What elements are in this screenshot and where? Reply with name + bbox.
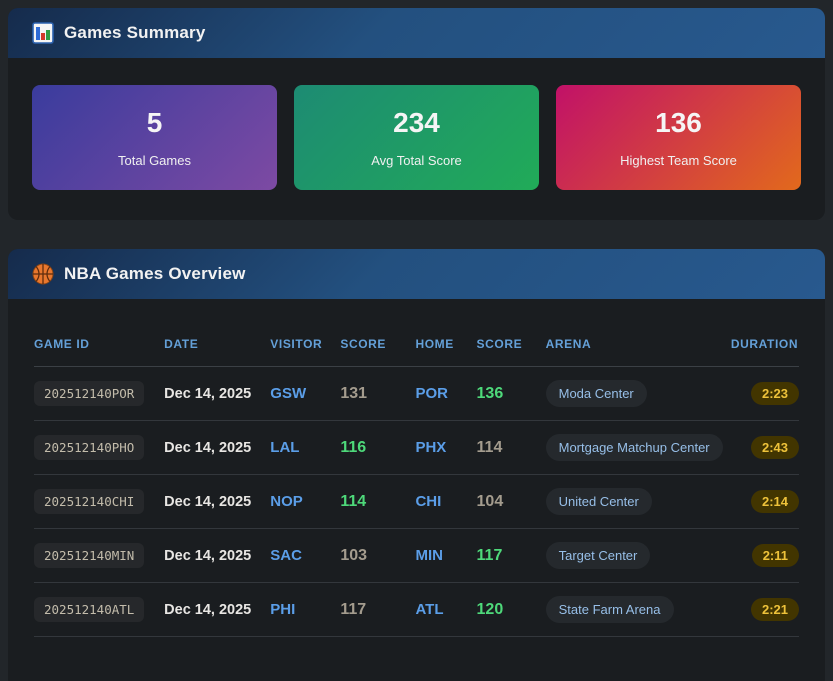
- visitor-team: NOP: [270, 474, 341, 529]
- games-table: GAME ID DATE VISITOR SCORE HOME SCORE AR…: [34, 323, 799, 637]
- column-header-date: DATE: [164, 323, 271, 367]
- table-header-row: GAME ID DATE VISITOR SCORE HOME SCORE AR…: [34, 323, 799, 367]
- visitor-team: SAC: [270, 528, 341, 583]
- visitor-score: 114: [340, 474, 416, 529]
- visitor-team: PHI: [270, 582, 341, 637]
- stat-card: 234 Avg Total Score: [294, 85, 539, 190]
- arena-badge: United Center: [545, 488, 652, 515]
- table-row: 202512140POR Dec 14, 2025 GSW 131 POR 13…: [34, 366, 799, 421]
- nba-games-panel: NBA Games Overview GAME ID DATE VISITOR …: [8, 249, 825, 681]
- home-team: POR: [415, 366, 477, 421]
- stat-card: 5 Total Games: [32, 85, 277, 190]
- arena-badge: State Farm Arena: [545, 596, 674, 623]
- home-score: 114: [476, 420, 546, 475]
- column-header-game-id: GAME ID: [34, 323, 165, 367]
- column-header-visitor: VISITOR: [270, 323, 341, 367]
- stat-value: 234: [393, 107, 440, 138]
- column-header-visitor-score: SCORE: [340, 323, 416, 367]
- visitor-score: 131: [340, 366, 416, 421]
- stat-label: Total Games: [118, 153, 191, 168]
- visitor-team: GSW: [270, 366, 341, 421]
- stat-label: Avg Total Score: [371, 153, 462, 168]
- stats-row: 5 Total Games 234 Avg Total Score 136 Hi…: [8, 58, 825, 220]
- game-id-badge: 202512140PHO: [34, 435, 145, 460]
- home-team: PHX: [415, 420, 477, 475]
- column-header-home: HOME: [415, 323, 477, 367]
- duration-badge: 2:21: [750, 598, 799, 621]
- game-id-badge: 202512140CHI: [34, 489, 145, 514]
- stat-value: 5: [146, 107, 163, 138]
- home-team: CHI: [415, 474, 477, 529]
- table-row: 202512140PHO Dec 14, 2025 LAL 116 PHX 11…: [34, 420, 799, 475]
- home-score: 136: [476, 366, 546, 421]
- duration-badge: 2:11: [751, 544, 799, 567]
- games-summary-header: Games Summary: [8, 8, 825, 58]
- duration-badge: 2:23: [750, 382, 799, 405]
- stat-value: 136: [655, 107, 702, 138]
- arena-badge: Target Center: [545, 542, 651, 569]
- bar-chart-icon: [32, 22, 54, 44]
- game-date: Dec 14, 2025: [164, 366, 271, 421]
- home-team: MIN: [415, 528, 477, 583]
- game-id-badge: 202512140POR: [34, 381, 145, 406]
- arena-badge: Moda Center: [545, 380, 647, 407]
- column-header-duration: DURATION: [730, 323, 799, 367]
- game-date: Dec 14, 2025: [164, 582, 271, 637]
- games-summary-panel: Games Summary 5 Total Games 234 Avg Tota…: [8, 8, 825, 220]
- table-row: 202512140ATL Dec 14, 2025 PHI 117 ATL 12…: [34, 582, 799, 637]
- visitor-team: LAL: [270, 420, 341, 475]
- duration-badge: 2:14: [750, 490, 799, 513]
- nba-games-title: NBA Games Overview: [64, 264, 246, 283]
- table-row: 202512140MIN Dec 14, 2025 SAC 103 MIN 11…: [34, 528, 799, 583]
- stat-card: 136 Highest Team Score: [556, 85, 801, 190]
- games-table-wrap: GAME ID DATE VISITOR SCORE HOME SCORE AR…: [8, 299, 825, 681]
- column-header-home-score: SCORE: [476, 323, 546, 367]
- game-id-badge: 202512140MIN: [34, 543, 145, 568]
- game-date: Dec 14, 2025: [164, 528, 271, 583]
- basketball-icon: [32, 263, 54, 285]
- column-header-arena: ARENA: [545, 323, 731, 367]
- game-date: Dec 14, 2025: [164, 474, 271, 529]
- games-summary-title: Games Summary: [64, 23, 206, 42]
- home-score: 120: [476, 582, 546, 637]
- arena-badge: Mortgage Matchup Center: [545, 434, 723, 461]
- home-score: 104: [476, 474, 546, 529]
- visitor-score: 117: [340, 582, 416, 637]
- home-score: 117: [476, 528, 546, 583]
- game-id-badge: 202512140ATL: [34, 597, 145, 622]
- visitor-score: 103: [340, 528, 416, 583]
- stat-label: Highest Team Score: [620, 153, 737, 168]
- game-date: Dec 14, 2025: [164, 420, 271, 475]
- visitor-score: 116: [340, 420, 416, 475]
- home-team: ATL: [415, 582, 477, 637]
- table-row: 202512140CHI Dec 14, 2025 NOP 114 CHI 10…: [34, 474, 799, 529]
- duration-badge: 2:43: [750, 436, 799, 459]
- nba-games-header: NBA Games Overview: [8, 249, 825, 299]
